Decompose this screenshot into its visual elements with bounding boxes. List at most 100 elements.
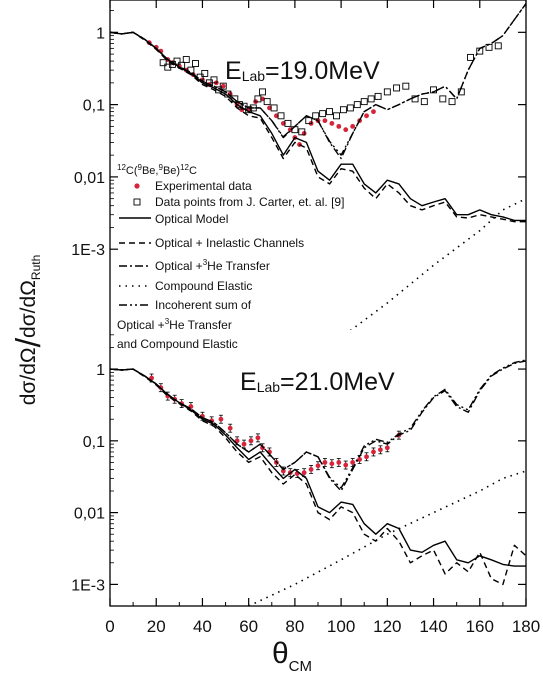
legend-marker-experimental <box>134 183 140 189</box>
y-label-numerator: dσ/dΩ <box>17 347 40 405</box>
data-point-experimental <box>384 445 390 451</box>
data-point-experimental <box>350 460 356 465</box>
y-label-denominator: dσ/dΩ <box>17 280 40 338</box>
svg-text:dσ/dΩ/dσ/dΩRuth: dσ/dΩ/dσ/dΩRuth <box>10 255 48 406</box>
data-point-experimental <box>227 425 233 431</box>
data-point-experimental <box>357 457 362 462</box>
y-tick-label: 0,01 <box>74 506 105 523</box>
data-point-carter <box>159 59 167 67</box>
data-point-carter <box>326 108 334 116</box>
curve-optical_inelastic <box>110 368 526 586</box>
data-point-carter <box>259 88 266 96</box>
data-point-experimental <box>336 460 342 465</box>
data-point-carter <box>402 82 410 90</box>
data-point-carter <box>467 53 474 61</box>
data-point-experimental <box>343 462 349 468</box>
data-point-experimental <box>315 463 321 469</box>
energy-label-bottom: ELab=21.0MeV <box>240 368 395 396</box>
x-tick-label: 120 <box>373 617 401 636</box>
legend-continuation-2: and Compound Elastic <box>117 337 238 351</box>
data-point-experimental <box>308 466 314 472</box>
y-axis-label: dσ/dΩ/dσ/dΩRuth <box>10 255 48 406</box>
y-tick-label: 1 <box>96 362 105 379</box>
energy-label-top: ELab=19.0MeV <box>225 57 380 85</box>
data-point-experimental <box>218 416 224 422</box>
x-tick-label: 20 <box>147 617 166 636</box>
data-point-experimental <box>364 454 369 460</box>
data-point-experimental <box>371 109 376 115</box>
x-tick-label: 60 <box>239 617 258 636</box>
data-point-carter <box>353 101 361 109</box>
data-point-carter <box>346 104 354 112</box>
x-tick-label: 180 <box>512 617 540 636</box>
data-point-carter <box>439 95 447 103</box>
legend-label-optical: Optical Model <box>155 212 228 226</box>
data-point-experimental <box>241 441 247 447</box>
data-point-carter <box>201 69 209 77</box>
data-point-carter <box>319 110 327 118</box>
data-point-carter <box>448 98 456 106</box>
data-point-carter <box>494 42 502 50</box>
data-point-experimental <box>301 470 307 476</box>
y-tick-label: 1E-3 <box>71 577 105 594</box>
data-point-carter <box>360 98 368 106</box>
data-point-carter <box>210 76 218 84</box>
data-point-experimental <box>248 438 254 444</box>
legend-continuation-1: Optical +3He Transfer <box>117 317 232 332</box>
legend-label-experimental: Experimental data <box>155 179 252 193</box>
legend-label-he3: Optical +3He Transfer <box>155 258 270 273</box>
data-point-carter <box>219 82 227 90</box>
data-point-carter <box>263 98 271 106</box>
data-point-experimental <box>322 460 328 465</box>
data-point-carter <box>374 92 382 100</box>
legend-label-sum: Incoherent sum of <box>155 298 252 312</box>
data-point-carter <box>254 95 262 103</box>
x-tick-label: 80 <box>285 617 304 636</box>
data-point-carter <box>333 112 340 120</box>
x-label-subscript: CM <box>289 658 312 675</box>
data-point-carter <box>305 117 313 125</box>
data-point-carter <box>312 112 320 120</box>
x-axis-label: θCM <box>272 637 312 675</box>
data-point-carter <box>367 95 375 103</box>
data-point-carter <box>284 119 292 127</box>
data-point-carter <box>485 43 493 51</box>
x-tick-label: 100 <box>327 617 355 636</box>
data-point-carter <box>270 104 278 112</box>
data-point-experimental <box>260 445 265 451</box>
x-tick-label: 0 <box>105 617 114 636</box>
data-point-experimental <box>329 461 335 467</box>
curve-sum <box>110 3 526 156</box>
data-point-carter <box>393 84 401 92</box>
data-point-carter <box>383 88 391 96</box>
x-tick-label: 140 <box>419 617 447 636</box>
data-point-experimental <box>322 118 328 124</box>
x-tick-label: 160 <box>466 617 494 636</box>
data-point-experimental <box>343 127 349 133</box>
x-tick-label: 40 <box>193 617 212 636</box>
y-tick-label: 1 <box>96 25 105 42</box>
legend-label-compound: Compound Elastic <box>155 279 252 293</box>
curve-compound <box>248 470 526 606</box>
data-point-experimental <box>364 113 369 119</box>
y-label-subscript: Ruth <box>29 255 43 280</box>
legend-label-carter: Data points from J. Carter, et. al. [9] <box>155 195 344 209</box>
curve-sum <box>110 359 526 489</box>
data-point-carter <box>420 98 428 106</box>
data-point-experimental <box>378 447 383 453</box>
legend-title: 12C(9Be,9Be)12C <box>117 163 197 177</box>
legend: 12C(9Be,9Be)12C Experimental data Data p… <box>117 163 344 351</box>
y-tick-label: 1E-3 <box>71 242 105 259</box>
legend-marker-carter <box>133 198 141 206</box>
data-point-carter <box>182 56 190 64</box>
data-point-experimental <box>329 120 335 126</box>
y-tick-label: 0,01 <box>74 170 105 187</box>
data-point-experimental <box>336 123 342 129</box>
data-point-experimental <box>255 435 261 441</box>
data-point-carter <box>298 128 306 136</box>
data-point-carter <box>339 106 347 114</box>
data-point-experimental <box>280 468 286 474</box>
legend-label-inelastic: Optical + Inelastic Channels <box>155 236 304 250</box>
y-tick-label: 0,1 <box>83 434 105 451</box>
